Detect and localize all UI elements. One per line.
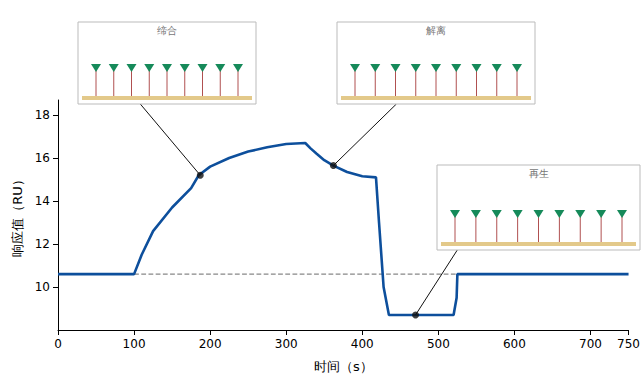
svg-text:再生: 再生 bbox=[529, 168, 549, 179]
svg-text:10: 10 bbox=[35, 280, 50, 294]
svg-text:750: 750 bbox=[617, 337, 640, 351]
svg-text:18: 18 bbox=[35, 108, 50, 122]
svg-text:700: 700 bbox=[579, 337, 602, 351]
svg-text:600: 600 bbox=[503, 337, 526, 351]
svg-text:缔合: 缔合 bbox=[157, 25, 177, 36]
svg-text:解离: 解离 bbox=[426, 25, 446, 36]
svg-text:400: 400 bbox=[351, 337, 374, 351]
svg-text:16: 16 bbox=[35, 151, 50, 165]
svg-text:14: 14 bbox=[35, 194, 50, 208]
svg-text:200: 200 bbox=[199, 337, 222, 351]
svg-text:300: 300 bbox=[275, 337, 298, 351]
svg-text:响应值（RU）: 响应值（RU） bbox=[10, 173, 25, 257]
svg-text:0: 0 bbox=[54, 337, 62, 351]
svg-text:时间（s）: 时间（s） bbox=[314, 359, 373, 374]
svg-text:12: 12 bbox=[35, 237, 50, 251]
svg-text:500: 500 bbox=[427, 337, 450, 351]
svg-text:100: 100 bbox=[123, 337, 146, 351]
